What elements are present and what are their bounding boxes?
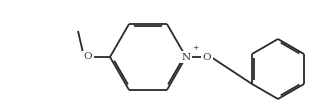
Text: O: O: [84, 53, 92, 61]
Text: +: +: [192, 44, 198, 52]
Text: N: N: [181, 53, 191, 61]
Text: O: O: [203, 53, 211, 61]
